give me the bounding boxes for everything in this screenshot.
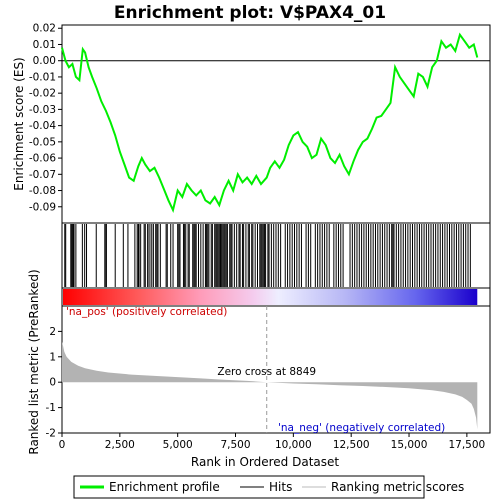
es-y-tick-label: -0.05 [29, 136, 56, 148]
enrichment-profile-line [61, 32, 479, 213]
x-tick-label: 2,500 [105, 439, 135, 451]
es-y-tick-label: -0.07 [29, 169, 56, 181]
x-tick-label: 17,500 [448, 439, 485, 451]
x-tick-label: 7,500 [220, 439, 250, 451]
es-y-tick-label: -0.04 [29, 120, 56, 132]
x-axis: 0 2,500 5,000 7,500 10,000 12,500 15,000 17,500 [59, 433, 485, 451]
es-y-axis: 0.02 0.01 0.00 -0.01 -0.02 -0.03 -0.04 -0.05 -0.… [29, 23, 62, 213]
es-y-tick-label: -0.06 [29, 153, 56, 165]
ranking-metric-area [62, 341, 478, 430]
es-y-tick-label: -0.02 [29, 88, 56, 100]
ranking-color-ribbon [63, 289, 478, 305]
metric-y-axis: 2 1 0 -1 -2 [46, 326, 62, 440]
es-y-tick-label: 0.00 [33, 55, 56, 67]
negative-correlation-label: 'na_neg' (negatively correlated) [278, 422, 445, 434]
positive-correlation-label: 'na_pos' (positively correlated) [66, 306, 227, 318]
metric-y-tick-label: 1 [49, 351, 56, 363]
metric-y-axis-label: Ranked list metric (PreRanked) [27, 269, 41, 454]
legend-label: Ranking metric scores [331, 480, 464, 494]
x-tick-label: 0 [59, 439, 66, 451]
legend: Enrichment profile Hits Ranking metric sco… [80, 480, 464, 494]
es-y-axis-label: Enrichment score (ES) [12, 57, 26, 190]
es-panel-frame [61, 24, 491, 224]
metric-y-tick-label: 2 [49, 326, 56, 338]
zero-cross-label: Zero cross at 8849 [217, 366, 316, 378]
x-tick-label: 5,000 [163, 439, 193, 451]
x-tick-label: 12,500 [333, 439, 370, 451]
ranked-metric-panel-frame [61, 305, 491, 434]
x-tick-label: 10,000 [275, 439, 312, 451]
x-axis-label: Rank in Ordered Dataset [191, 455, 339, 469]
metric-y-tick-label: 0 [49, 377, 56, 389]
es-y-tick-label: 0.01 [33, 39, 56, 51]
es-y-tick-label: -0.03 [29, 104, 56, 116]
es-y-tick-label: 0.02 [33, 23, 56, 35]
metric-y-tick-label: -2 [46, 428, 56, 440]
es-y-tick-label: -0.09 [29, 201, 56, 213]
chart-title: Enrichment plot: V$PAX4_01 [114, 3, 386, 23]
es-y-tick-label: -0.01 [29, 71, 56, 83]
legend-label: Hits [269, 480, 292, 494]
metric-y-tick-label: -1 [46, 402, 56, 414]
hits-marks [64, 224, 471, 287]
es-y-tick-label: -0.08 [29, 185, 56, 197]
legend-label: Enrichment profile [109, 480, 220, 494]
x-tick-label: 15,000 [391, 439, 428, 451]
